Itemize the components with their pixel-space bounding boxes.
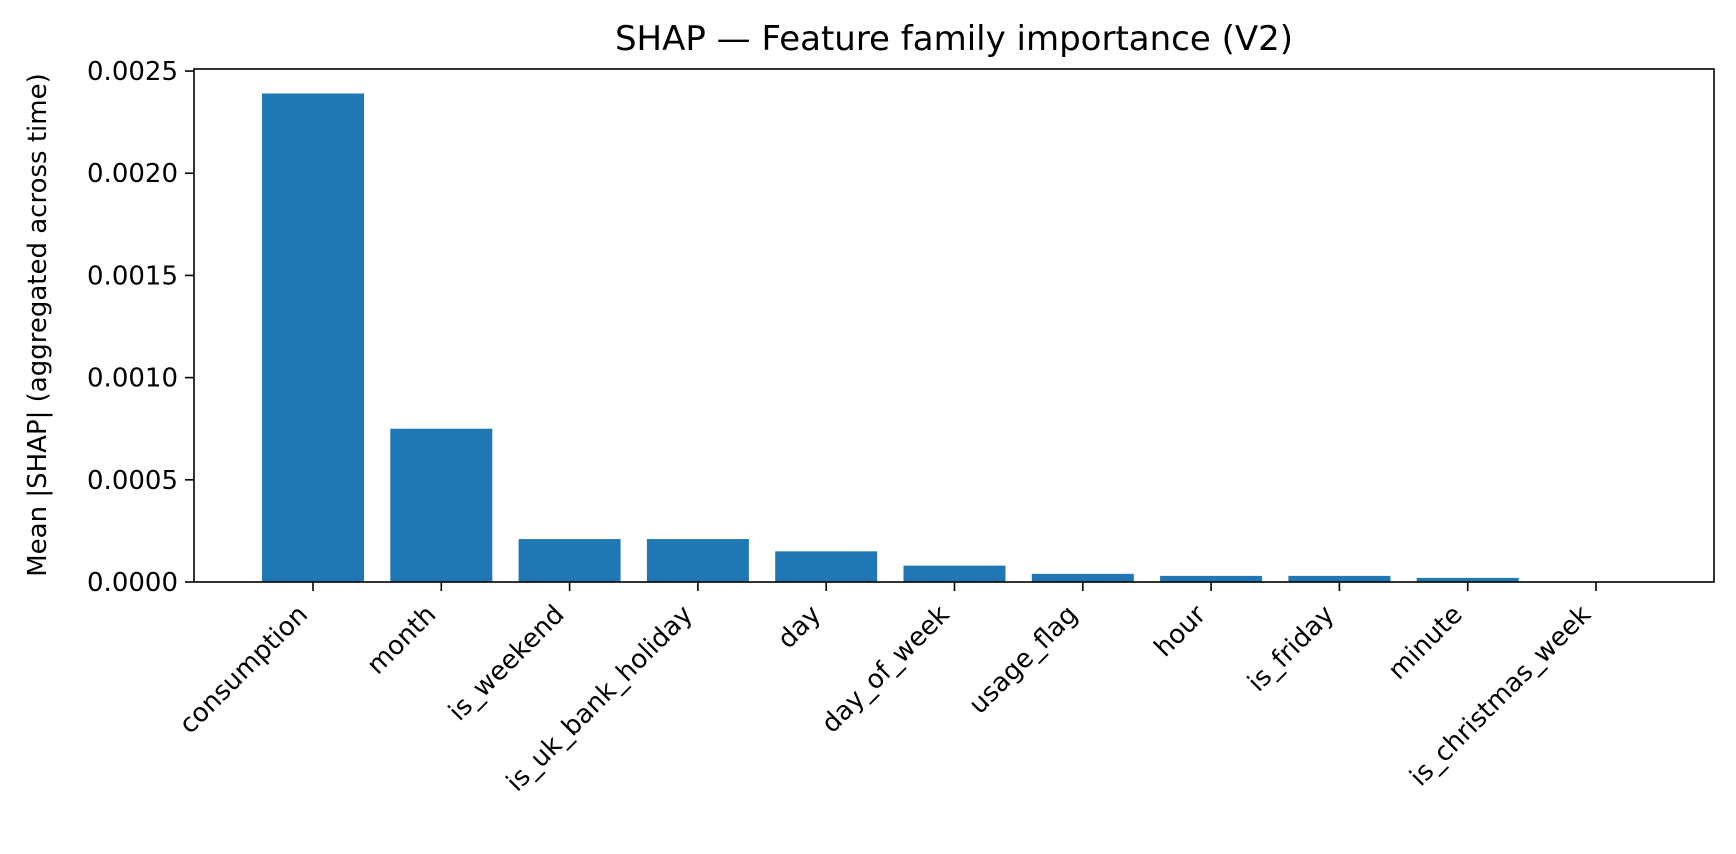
y-tick-label: 0.0000 [87, 568, 178, 598]
y-tick-label: 0.0010 [87, 364, 178, 394]
bar-usage_flag [1031, 573, 1134, 582]
bar-day_of_week [903, 565, 1006, 582]
bar-minute [1416, 577, 1519, 582]
bar-is_friday [1288, 575, 1391, 582]
y-tick-label: 0.0025 [87, 57, 178, 87]
x-tick-label: is_weekend [443, 600, 570, 727]
x-axis-ticks: consumption month is_weekendis_uk_bank_hol… [174, 582, 1597, 798]
plot-frame [193, 68, 1715, 583]
bar-day [775, 551, 878, 582]
y-tick-label: 0.0020 [87, 159, 178, 189]
x-tick-label: month [361, 600, 442, 681]
bars-group [262, 93, 1519, 583]
y-axis-label: Mean |SHAP| (aggregated across time) [23, 73, 53, 577]
bar-is_weekend [518, 539, 621, 582]
bar-is_uk_bank_holiday [646, 539, 749, 582]
x-tick-label: day [772, 600, 827, 655]
y-tick-label: 0.0005 [87, 466, 178, 496]
x-tick-label: day_of_week [816, 600, 955, 739]
y-axis-ticks: 0.0000 0.0005 0.0010 0.0015 0.0020 0.0025 [87, 57, 194, 598]
x-tick-label: minute [1383, 600, 1469, 686]
x-tick-label: hour [1149, 600, 1213, 664]
bar-consumption [262, 93, 364, 583]
x-tick-label: consumption [174, 600, 314, 740]
y-tick-label: 0.0015 [87, 261, 178, 291]
x-tick-label: usage_flag [963, 600, 1083, 720]
bar-hour [1160, 575, 1263, 582]
chart-title: SHAP — Feature family importance (V2) [615, 19, 1293, 59]
x-tick-label: is_friday [1242, 600, 1340, 698]
bar-month [390, 428, 493, 582]
